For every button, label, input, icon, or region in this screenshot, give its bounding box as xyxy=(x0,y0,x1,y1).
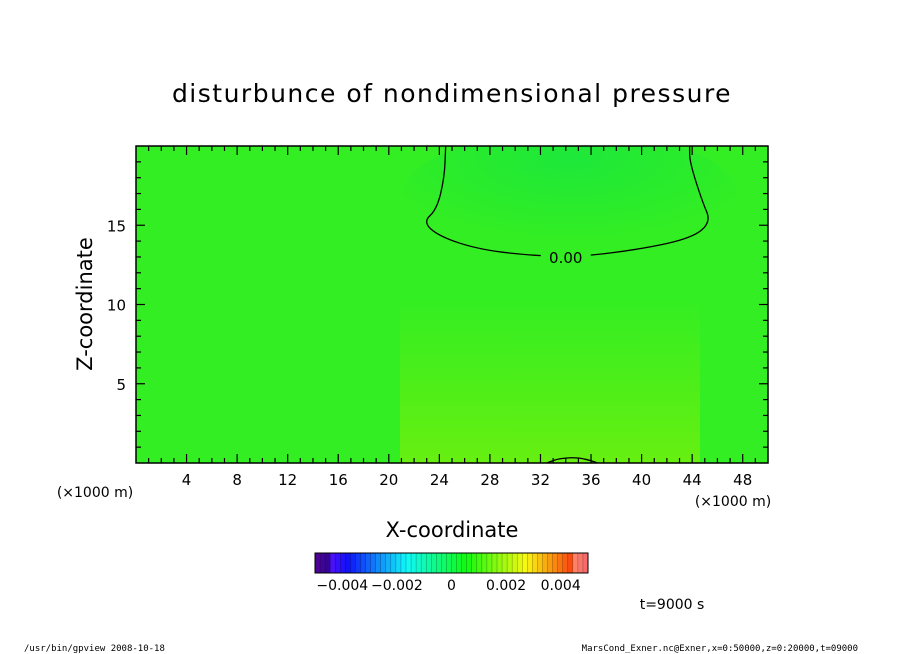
colorbar-cell xyxy=(325,553,331,573)
colorbar-cell xyxy=(471,553,478,573)
colorbar-cell xyxy=(577,553,584,573)
colorbar-cell xyxy=(542,553,549,573)
colorbar-cell xyxy=(411,553,417,573)
colorbar-cell xyxy=(557,553,564,573)
colorbar-cell xyxy=(330,553,336,573)
colorbar-cell xyxy=(527,553,533,573)
colorbar-cell xyxy=(507,553,513,573)
colorbar-tick-label: −0.002 xyxy=(371,578,423,594)
footer-right: MarsCond_Exner.nc@Exner,x=0:50000,z=0:20… xyxy=(582,644,858,654)
x-tick-label: 28 xyxy=(480,471,499,489)
x-tick-label: 12 xyxy=(278,471,297,489)
colorbar-cell xyxy=(441,553,447,573)
colorbar-cell xyxy=(380,553,387,573)
colorbar-cell xyxy=(335,553,341,573)
colorbar-cell xyxy=(517,553,523,573)
colorbar-cell xyxy=(497,553,503,573)
y-tick-label: 10 xyxy=(107,297,126,315)
contour-line xyxy=(426,146,709,257)
colorbar-cell xyxy=(385,553,392,573)
colorbar-cell xyxy=(340,553,346,573)
colorbar-cell xyxy=(360,553,367,573)
colorbar-cell xyxy=(400,553,407,573)
x-tick-label: 8 xyxy=(232,471,242,489)
colorbar-cell xyxy=(552,553,559,573)
colorbar-cell xyxy=(562,553,569,573)
colorbar: −0.004 −0.002 0 0.002 0.004 xyxy=(314,552,589,594)
colorbar-cell xyxy=(350,553,356,573)
colorbar-cell xyxy=(431,553,437,573)
colorbar-cell xyxy=(491,553,498,573)
colorbar-cell xyxy=(315,553,321,573)
y-tick-label: 15 xyxy=(107,217,126,235)
colorbar-cell xyxy=(421,553,427,573)
contour-label-bg xyxy=(540,247,591,266)
y-axis-label: Z-coordinate xyxy=(73,237,97,371)
chart-title: disturbunce of nondimensional pressure xyxy=(172,79,732,108)
x-tick-label: 40 xyxy=(632,471,651,489)
colorbar-cell xyxy=(582,553,589,573)
colorbar-cell xyxy=(375,553,382,573)
colorbar-tick-label: 0 xyxy=(447,578,456,594)
colorbar-cell xyxy=(451,553,458,573)
colorbar-cell xyxy=(572,553,579,573)
colorbar-cell xyxy=(426,553,432,573)
x-unit-label-left: (×1000 m) xyxy=(57,485,133,501)
colorbar-cell xyxy=(456,553,463,573)
colorbar-cell xyxy=(320,553,326,573)
colorbar-tick-label: 0.002 xyxy=(486,578,526,594)
colorbar-cell xyxy=(547,553,554,573)
colorbar-cell xyxy=(466,553,473,573)
plot-area xyxy=(136,146,768,463)
time-annotation: t=9000 s xyxy=(640,597,705,613)
colorbar-cell xyxy=(532,553,538,573)
colorbar-cell xyxy=(476,553,483,573)
colorbar-cell xyxy=(512,553,518,573)
colorbar-cell xyxy=(486,553,493,573)
field-lower-shading xyxy=(400,300,700,463)
colorbar-tick-label: −0.004 xyxy=(316,578,368,594)
colorbar-cell xyxy=(365,553,372,573)
x-tick-label: 44 xyxy=(683,471,702,489)
colorbar-cell xyxy=(390,553,397,573)
colorbar-cell xyxy=(406,553,412,573)
x-tick-label: 20 xyxy=(379,471,398,489)
colorbar-cell xyxy=(395,553,402,573)
colorbar-cell xyxy=(446,553,452,573)
x-tick-label: 36 xyxy=(581,471,600,489)
colorbar-cell xyxy=(436,553,442,573)
colorbar-cell xyxy=(567,553,574,573)
colorbar-cell xyxy=(522,553,528,573)
colorbar-cell xyxy=(345,553,351,573)
colorbar-frame xyxy=(314,552,589,574)
contour-label: 0.00 xyxy=(549,249,582,267)
x-unit-label-right: (×1000 m) xyxy=(695,494,771,510)
colorbar-cell xyxy=(481,553,488,573)
x-tick-label: 4 xyxy=(182,471,192,489)
colorbar-cell xyxy=(416,553,422,573)
x-tick-label: 48 xyxy=(733,471,752,489)
x-axis-label: X-coordinate xyxy=(386,518,519,542)
colorbar-cell xyxy=(370,553,377,573)
colorbar-cell xyxy=(537,553,543,573)
colorbar-cell xyxy=(461,553,468,573)
y-tick-label: 5 xyxy=(116,376,126,394)
x-tick-label: 32 xyxy=(531,471,550,489)
field-upper-shading xyxy=(400,146,740,270)
colorbar-cell xyxy=(502,553,508,573)
colorbar-tick-label: 0.004 xyxy=(541,578,581,594)
colorbar-cell xyxy=(355,553,361,573)
x-tick-label: 24 xyxy=(430,471,449,489)
footer-left: /usr/bin/gpview 2008-10-18 xyxy=(24,644,165,654)
x-tick-label: 16 xyxy=(329,471,348,489)
